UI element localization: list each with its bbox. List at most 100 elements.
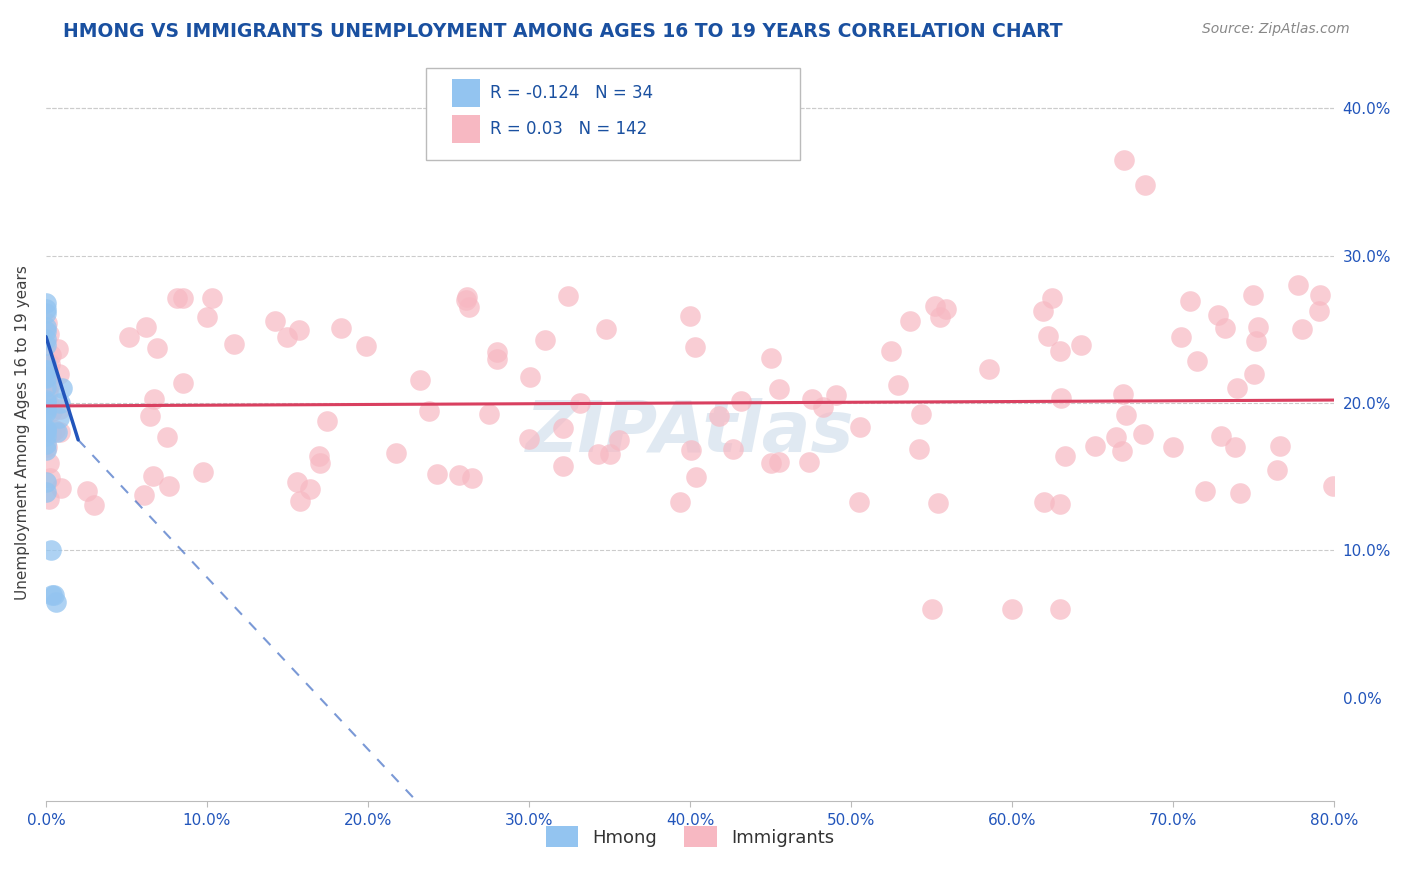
Point xyxy=(848,420,870,434)
Point xyxy=(35,403,58,417)
Point xyxy=(44,423,66,437)
Point xyxy=(1105,430,1128,444)
Point xyxy=(811,401,834,415)
Point xyxy=(172,291,194,305)
Point xyxy=(38,397,60,411)
Point xyxy=(35,363,58,377)
Point xyxy=(707,409,730,424)
Point xyxy=(1246,334,1268,348)
Point xyxy=(384,446,406,460)
Point xyxy=(35,368,58,383)
Point xyxy=(35,305,58,319)
Point xyxy=(191,465,214,479)
Point xyxy=(35,317,58,331)
Point xyxy=(285,475,308,490)
Point xyxy=(35,320,58,334)
Point xyxy=(157,479,180,493)
Point xyxy=(222,337,245,351)
Point xyxy=(1187,354,1209,368)
Point xyxy=(49,481,72,495)
Point xyxy=(557,289,579,303)
Point xyxy=(37,384,59,399)
Point xyxy=(685,470,707,484)
Point xyxy=(1229,486,1251,500)
Point xyxy=(39,425,62,440)
Point xyxy=(1213,321,1236,335)
Point xyxy=(145,341,167,355)
Point xyxy=(38,456,60,470)
Point xyxy=(910,407,932,421)
Point xyxy=(1226,381,1249,395)
Point xyxy=(1246,319,1268,334)
Point xyxy=(35,437,58,451)
Point xyxy=(1241,288,1264,302)
Point xyxy=(1133,178,1156,192)
Point xyxy=(35,332,58,346)
Point xyxy=(768,455,790,469)
Point xyxy=(595,322,617,336)
Point xyxy=(35,337,58,351)
Point xyxy=(1161,440,1184,454)
Point xyxy=(825,388,848,402)
Point xyxy=(49,402,72,417)
Point xyxy=(517,432,540,446)
Point xyxy=(195,310,218,324)
Point xyxy=(39,543,62,558)
Point xyxy=(485,351,508,366)
Point xyxy=(935,301,957,316)
Point xyxy=(48,410,70,425)
Point xyxy=(1049,602,1071,616)
Point xyxy=(308,450,330,464)
Point xyxy=(166,291,188,305)
Point xyxy=(48,367,70,381)
Point xyxy=(45,595,67,609)
Point xyxy=(418,403,440,417)
Point xyxy=(1170,330,1192,344)
Point xyxy=(1132,427,1154,442)
Point xyxy=(38,491,60,506)
Point xyxy=(458,300,481,314)
Point xyxy=(39,348,62,362)
Point xyxy=(447,468,470,483)
Point xyxy=(730,393,752,408)
Point xyxy=(135,320,157,334)
Point xyxy=(1033,495,1056,509)
Point xyxy=(1243,367,1265,381)
Point xyxy=(679,310,702,324)
Point xyxy=(759,351,782,366)
Point xyxy=(35,423,58,437)
Point xyxy=(456,290,478,304)
Legend: Hmong, Immigrants: Hmong, Immigrants xyxy=(538,819,842,855)
Point xyxy=(35,302,58,317)
Point xyxy=(35,401,58,416)
Point xyxy=(35,379,58,393)
Point xyxy=(39,357,62,371)
Point xyxy=(927,496,949,510)
Point xyxy=(519,369,541,384)
Point xyxy=(1308,304,1330,318)
Text: ZIPAtlas: ZIPAtlas xyxy=(526,398,855,467)
Point xyxy=(1291,322,1313,336)
Point xyxy=(35,475,58,490)
Point xyxy=(46,342,69,356)
Point xyxy=(1070,338,1092,352)
Point xyxy=(426,467,449,481)
Point xyxy=(1049,391,1071,405)
Point xyxy=(299,482,322,496)
Point xyxy=(1265,463,1288,477)
Point xyxy=(76,484,98,499)
Point xyxy=(477,407,499,421)
Point xyxy=(1049,498,1071,512)
Point xyxy=(1309,288,1331,302)
Point xyxy=(329,321,352,335)
Point xyxy=(900,314,922,328)
Point xyxy=(1223,440,1246,454)
Point xyxy=(35,405,58,419)
Point xyxy=(39,376,62,391)
Point xyxy=(139,409,162,423)
Point xyxy=(315,414,337,428)
Point xyxy=(35,324,58,338)
Point xyxy=(35,296,58,310)
Point xyxy=(35,395,58,409)
Point xyxy=(354,339,377,353)
